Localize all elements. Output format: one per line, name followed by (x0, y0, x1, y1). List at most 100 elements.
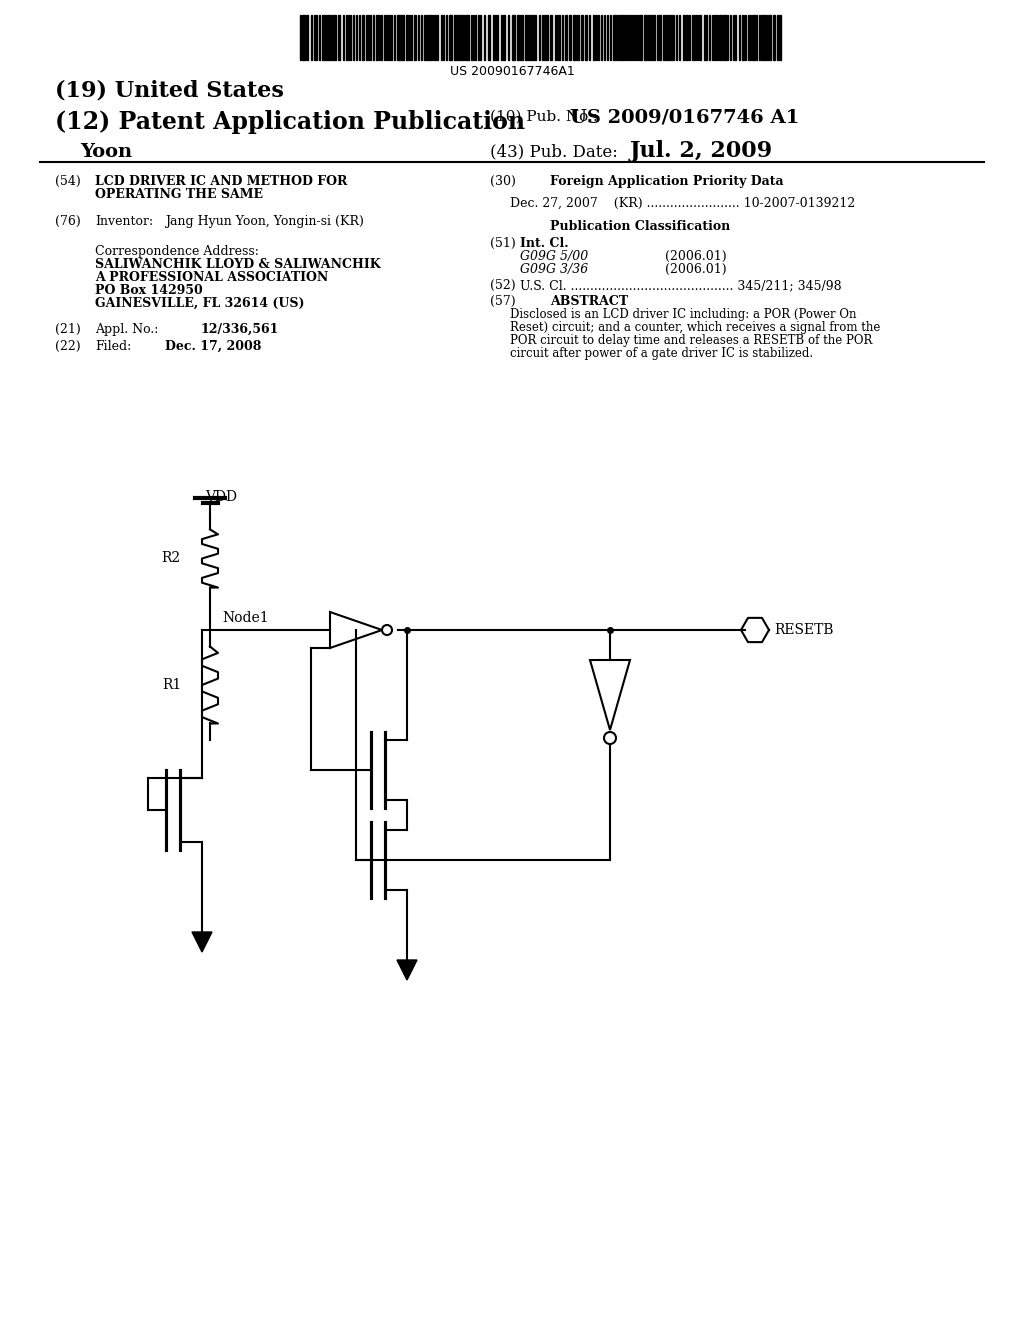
Bar (525, 15, 527, 59)
Bar (613, 15, 615, 59)
Text: Reset) circuit; and a counter, which receives a signal from the: Reset) circuit; and a counter, which rec… (510, 321, 881, 334)
Text: (51): (51) (490, 238, 516, 249)
Bar (322, 15, 324, 59)
Text: Appl. No.:: Appl. No.: (95, 323, 159, 337)
Bar (644, 15, 646, 59)
Bar (550, 15, 552, 59)
Polygon shape (397, 960, 417, 979)
Bar (719, 15, 722, 59)
Text: (12) Patent Application Publication: (12) Patent Application Publication (55, 110, 525, 135)
Text: GAINESVILLE, FL 32614 (US): GAINESVILLE, FL 32614 (US) (95, 297, 304, 310)
Polygon shape (193, 932, 212, 952)
Text: circuit after power of a gate driver IC is stabilized.: circuit after power of a gate driver IC … (510, 347, 813, 360)
Bar (306, 15, 308, 59)
Bar (328, 15, 330, 59)
Bar (683, 15, 685, 59)
Text: Yoon: Yoon (80, 143, 132, 161)
Bar (401, 15, 404, 59)
Bar (653, 15, 655, 59)
Bar (714, 15, 716, 59)
Bar (686, 15, 688, 59)
Bar (565, 15, 567, 59)
Text: Publication Classification: Publication Classification (550, 220, 730, 234)
Bar (763, 15, 766, 59)
Bar (434, 15, 436, 59)
Text: ABSTRACT: ABSTRACT (550, 294, 628, 308)
Text: Filed:: Filed: (95, 341, 131, 352)
Text: VDD: VDD (205, 490, 237, 504)
Bar (333, 15, 336, 59)
Text: (22): (22) (55, 341, 81, 352)
Bar (517, 15, 519, 59)
Bar (454, 15, 456, 59)
Bar (388, 15, 390, 59)
Text: US 20090167746A1: US 20090167746A1 (450, 65, 574, 78)
Text: G09G 3/36: G09G 3/36 (520, 263, 588, 276)
Bar (647, 15, 649, 59)
Text: Disclosed is an LCD driver IC including: a POR (Power On: Disclosed is an LCD driver IC including:… (510, 308, 856, 321)
Text: (57): (57) (490, 294, 516, 308)
Bar (362, 15, 364, 59)
Bar (449, 15, 452, 59)
Text: Jul. 2, 2009: Jul. 2, 2009 (630, 140, 773, 162)
Bar (650, 15, 652, 59)
Bar (659, 15, 662, 59)
Text: SALIWANCHIK LLOYD & SALIWANCHIK: SALIWANCHIK LLOYD & SALIWANCHIK (95, 257, 381, 271)
Bar (466, 15, 469, 59)
Bar (531, 15, 534, 59)
Text: PO Box 142950: PO Box 142950 (95, 284, 203, 297)
Bar (668, 15, 670, 59)
Bar (376, 15, 378, 59)
Bar (573, 15, 575, 59)
Text: (52): (52) (490, 279, 516, 292)
Bar (639, 15, 642, 59)
Text: (76): (76) (55, 215, 81, 228)
Text: (10) Pub. No.:: (10) Pub. No.: (490, 110, 598, 124)
Text: OPERATING THE SAME: OPERATING THE SAME (95, 187, 263, 201)
Text: (2006.01): (2006.01) (665, 263, 727, 276)
Text: POR circuit to delay time and releases a RESETB of the POR: POR circuit to delay time and releases a… (510, 334, 872, 347)
Bar (546, 15, 548, 59)
Bar (414, 15, 416, 59)
Text: A PROFESSIONAL ASSOCIATION: A PROFESSIONAL ASSOCIATION (95, 271, 329, 284)
Text: Dec. 17, 2008: Dec. 17, 2008 (165, 341, 261, 352)
Bar (302, 15, 305, 59)
Text: Node1: Node1 (222, 611, 268, 624)
Text: R2: R2 (161, 550, 180, 565)
Bar (585, 15, 587, 59)
Bar (742, 15, 744, 59)
Bar (628, 15, 630, 59)
Bar (338, 15, 340, 59)
Bar (705, 15, 707, 59)
Bar (461, 15, 463, 59)
Text: (21): (21) (55, 323, 81, 337)
Text: (54): (54) (55, 176, 81, 187)
Text: G09G 5/00: G09G 5/00 (520, 249, 588, 263)
Text: Foreign Application Priority Data: Foreign Application Priority Data (550, 176, 783, 187)
Text: Correspondence Address:: Correspondence Address: (95, 246, 259, 257)
Bar (779, 15, 781, 59)
Text: Dec. 27, 2007    (KR) ........................ 10-2007-0139212: Dec. 27, 2007 (KR) .....................… (510, 197, 855, 210)
Bar (581, 15, 583, 59)
Text: R1: R1 (163, 678, 182, 692)
Bar (665, 15, 667, 59)
Text: Int. Cl.: Int. Cl. (520, 238, 568, 249)
Text: (19) United States: (19) United States (55, 81, 284, 102)
Bar (325, 15, 327, 59)
Bar (397, 15, 400, 59)
Bar (723, 15, 726, 59)
Bar (457, 15, 460, 59)
Bar (773, 15, 775, 59)
Bar (503, 15, 505, 59)
Bar (752, 15, 755, 59)
Text: US 2009/0167746 A1: US 2009/0167746 A1 (570, 108, 800, 125)
Text: (43) Pub. Date:: (43) Pub. Date: (490, 143, 617, 160)
Bar (406, 15, 408, 59)
Bar (428, 15, 431, 59)
Bar (593, 15, 595, 59)
Text: Jang Hyun Yoon, Yongin-si (KR): Jang Hyun Yoon, Yongin-si (KR) (165, 215, 364, 228)
Bar (488, 15, 490, 59)
Text: (30): (30) (490, 176, 516, 187)
Bar (512, 15, 515, 59)
Text: (2006.01): (2006.01) (665, 249, 727, 263)
